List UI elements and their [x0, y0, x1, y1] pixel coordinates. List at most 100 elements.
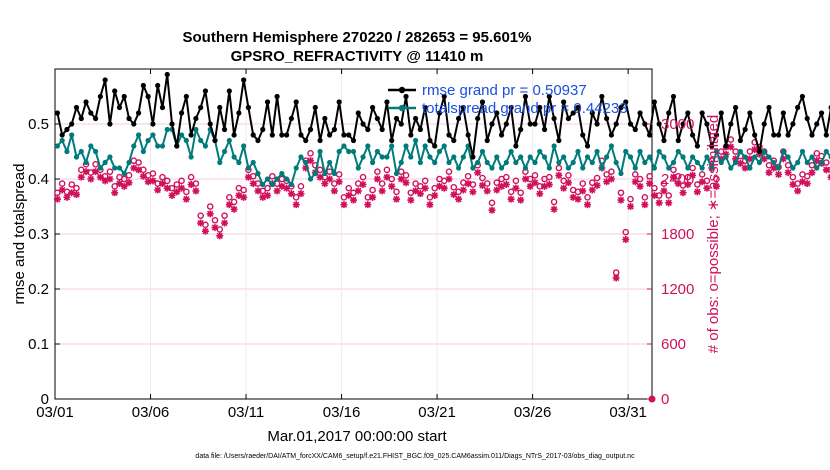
possible-obs-point: [665, 192, 673, 199]
series-point: [159, 104, 166, 111]
series-point: [150, 132, 156, 138]
series-point: [284, 176, 290, 182]
assimilated-obs-point: [450, 191, 458, 199]
assimilated-obs-point: [326, 175, 334, 183]
series-point: [680, 154, 686, 160]
series-point: [661, 154, 667, 160]
possible-obs-point: [393, 188, 400, 196]
series-point: [752, 132, 758, 138]
assimilated-obs-point: [350, 196, 357, 204]
assimilated-obs-point: [168, 192, 176, 199]
possible-obs-point: [703, 177, 711, 185]
assimilated-obs-point: [712, 182, 720, 190]
possible-obs-point: [479, 174, 486, 182]
series-point: [370, 104, 376, 111]
series-point: [217, 104, 223, 111]
series-point: [737, 148, 743, 155]
series-point: [775, 132, 782, 138]
series-point: [121, 93, 127, 100]
series-point: [584, 154, 591, 160]
series-point: [608, 132, 615, 138]
possible-obs-point: [421, 177, 429, 185]
possible-obs-point: [641, 194, 649, 201]
series-point: [422, 104, 428, 111]
series-point: [403, 93, 409, 100]
possible-obs-point: [674, 172, 682, 180]
series-point: [785, 154, 791, 160]
possible-obs-point: [178, 177, 185, 185]
y-tick-label: 0.3: [28, 226, 49, 243]
series-point: [327, 132, 333, 138]
possible-obs-point: [646, 172, 653, 180]
series-point: [78, 148, 84, 155]
series-point: [680, 121, 686, 127]
series-point: [255, 137, 261, 144]
assimilated-obs-point: [163, 184, 171, 192]
y2-tick-label: 600: [661, 336, 686, 353]
x-tick-label: 03/16: [323, 404, 361, 421]
possible-obs-point: [292, 194, 300, 201]
series-point: [661, 137, 667, 144]
series-point: [723, 143, 729, 149]
series-point: [350, 137, 357, 144]
assimilated-obs-point: [555, 171, 563, 179]
assimilated-obs-point: [158, 180, 166, 188]
series-point: [651, 165, 657, 171]
assimilated-obs-point: [206, 210, 214, 218]
series-point: [183, 137, 189, 144]
series-point: [374, 148, 380, 155]
assimilated-obs-point: [564, 179, 572, 187]
possible-obs-point: [555, 164, 563, 172]
y2-tick-label: 2400: [661, 171, 694, 188]
series-point: [241, 143, 247, 149]
series-point: [513, 159, 519, 166]
possible-obs-point: [54, 189, 61, 197]
possible-obs-point: [264, 184, 271, 192]
series-point: [303, 137, 309, 144]
assimilated-obs-point: [302, 164, 310, 172]
possible-obs-point: [369, 186, 376, 194]
assimilated-obs-point: [154, 186, 162, 194]
x-tick-label: 03/31: [609, 404, 647, 421]
possible-obs-point: [326, 168, 333, 175]
assimilated-obs-point: [588, 186, 596, 194]
y-tick-label: 0.1: [28, 336, 49, 353]
assimilated-obs-point: [216, 232, 224, 240]
series-point: [408, 154, 414, 160]
assimilated-obs-point: [536, 190, 544, 198]
assimilated-obs-point: [646, 180, 654, 188]
series-point: [422, 143, 428, 149]
series-point: [670, 93, 677, 100]
series-point: [479, 99, 486, 105]
assimilated-obs-point: [373, 175, 381, 183]
series-point: [761, 121, 767, 127]
series-point: [742, 154, 748, 160]
series-point: [279, 132, 285, 138]
series-point: [527, 121, 533, 127]
series-point: [599, 165, 605, 171]
y-axis-label: rmse and totalspread: [11, 164, 28, 305]
assimilated-obs-point: [135, 166, 143, 174]
assimilated-obs-point: [115, 180, 123, 188]
series-point: [503, 159, 509, 166]
series-point: [479, 148, 486, 155]
series-point: [322, 170, 328, 177]
possible-obs-point: [617, 189, 625, 197]
series-point: [436, 110, 443, 116]
series-point: [150, 121, 156, 127]
series-point: [346, 148, 352, 155]
possible-obs-point: [240, 186, 247, 194]
series-point: [613, 121, 619, 127]
series-point: [436, 148, 443, 155]
series-point: [647, 154, 653, 160]
series-point: [565, 165, 572, 171]
series-point: [135, 132, 142, 138]
assimilated-obs-point: [779, 155, 787, 163]
possible-obs-point: [627, 195, 634, 203]
assimilated-obs-point: [775, 170, 783, 178]
series-point: [799, 148, 806, 155]
series-point: [508, 104, 514, 111]
series-point: [198, 137, 204, 144]
assimilated-obs-point: [521, 175, 529, 183]
series-point: [78, 115, 84, 122]
